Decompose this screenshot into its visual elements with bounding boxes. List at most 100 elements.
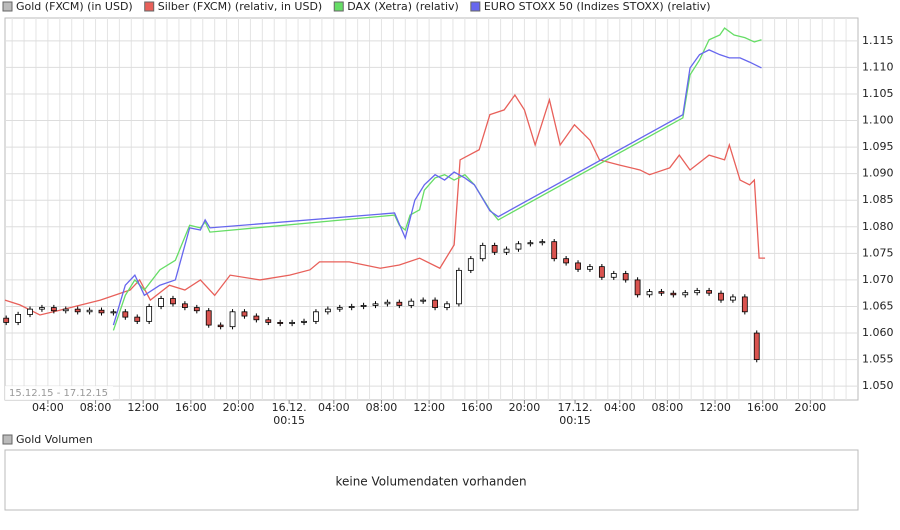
volume-panel	[4, 449, 859, 511]
candle-body	[74, 308, 81, 313]
x-tick-label: 12:00	[413, 401, 445, 414]
candle-body	[170, 298, 176, 305]
volume-title: Gold Volumen	[16, 433, 93, 446]
y-tick-label: 1.115	[862, 34, 894, 47]
candle-body	[384, 301, 391, 305]
line-series	[4, 93, 766, 316]
plot-area	[4, 17, 859, 401]
candle-body	[86, 309, 93, 313]
marks	[3, 27, 766, 363]
candle-body	[670, 292, 677, 296]
candle-body	[706, 290, 712, 294]
x-tick-label: 08:00	[652, 401, 684, 414]
y-tick-label: 1.085	[862, 193, 894, 206]
candle-body	[289, 322, 296, 324]
candle-body	[348, 306, 355, 308]
candle-body	[634, 279, 641, 296]
candle-body	[265, 319, 272, 323]
candle-body	[241, 311, 248, 317]
candle-body	[277, 322, 284, 324]
x-tick-label: 20:00	[794, 401, 826, 414]
candle-body	[27, 308, 33, 315]
x-tick-label: 08:00	[366, 401, 398, 414]
y-tick-label: 1.080	[862, 220, 894, 233]
y-tick-label: 1.050	[862, 379, 894, 392]
candle-body	[610, 273, 617, 278]
x-tick-label: 20:00	[223, 401, 255, 414]
candle-body	[39, 307, 45, 310]
y-tick-label: 1.075	[862, 246, 894, 259]
candle-body	[467, 258, 474, 271]
candle-body	[336, 307, 343, 310]
candle-body	[598, 266, 605, 278]
candle-body	[658, 291, 665, 294]
candle-body	[158, 298, 164, 307]
candle-body	[503, 248, 510, 253]
candle-body	[682, 292, 689, 296]
candle-body	[313, 311, 319, 322]
candle-body	[587, 266, 593, 270]
date-range: 15.12.15 - 17.12.15	[9, 388, 108, 399]
legend: Gold (FXCM) (in USD) Silber (FXCM) (relat…	[2, 0, 711, 13]
candle-body	[551, 241, 558, 260]
candle-body	[408, 300, 415, 306]
legend-label: DAX (Xetra) (relativ)	[347, 0, 459, 13]
candle-body	[515, 243, 522, 250]
candle-body	[396, 301, 403, 306]
candle-body	[479, 244, 486, 260]
candle-body	[730, 296, 736, 301]
candle-body	[491, 244, 498, 253]
candle-body	[741, 296, 748, 313]
candle-body	[753, 332, 760, 361]
x-tick-label: 12:00	[127, 401, 159, 414]
legend-swatch	[2, 1, 13, 12]
candle-body	[527, 242, 534, 245]
y-tick-label: 1.060	[862, 326, 894, 339]
grid: 1.050 1.055 1.060 1.065 1.070 1.075 1.080 1.085…	[5, 18, 894, 427]
candle-body	[62, 308, 69, 312]
candle-body	[217, 324, 224, 328]
legend-label: Gold (FXCM) (in USD)	[16, 0, 133, 13]
candle-body	[98, 309, 105, 314]
line-series	[112, 49, 762, 326]
volume-message: keine Volumendaten vorhanden	[335, 475, 526, 489]
candle-body	[694, 290, 701, 294]
x-tick-label: 17.12. 00:15	[558, 401, 593, 427]
y-tick-label: 1.110	[862, 60, 894, 73]
candle-body	[539, 241, 546, 244]
candle-body	[575, 262, 581, 270]
x-tick-label: 16:00	[461, 401, 493, 414]
x-tick-label: 04:00	[318, 401, 350, 414]
date-range-bg	[5, 386, 113, 400]
candle-body	[3, 317, 10, 323]
x-tick-label: 16.12. 00:15	[272, 401, 307, 427]
legend-swatch	[333, 1, 344, 12]
line-series	[112, 27, 762, 331]
x-tick-label: 04:00	[32, 401, 64, 414]
y-tick-label: 1.055	[862, 353, 894, 366]
candle-body	[15, 314, 22, 323]
candle-body	[444, 303, 450, 308]
legend-label: Silber (FXCM) (relativ, in USD)	[158, 0, 323, 13]
legend-swatch	[470, 1, 481, 12]
candle-body	[622, 273, 629, 281]
x-tick-label: 04:00	[604, 401, 636, 414]
candle-body	[193, 307, 200, 312]
candle-body	[563, 258, 570, 264]
y-tick-label: 1.070	[862, 273, 894, 286]
candle-body	[360, 305, 367, 307]
y-tick-label: 1.095	[862, 140, 894, 153]
y-tick-label: 1.105	[862, 87, 894, 100]
legend-label: EURO STOXX 50 (Indizes STOXX) (relativ)	[484, 0, 711, 13]
candle-body	[432, 299, 438, 308]
y-tick-label: 1.090	[862, 167, 894, 180]
candle-body	[456, 269, 462, 305]
candle-body	[122, 311, 129, 318]
y-tick-label: 1.065	[862, 299, 894, 312]
x-tick-label: 12:00	[699, 401, 731, 414]
candle-body	[181, 303, 188, 308]
candle-body	[324, 308, 331, 313]
candle-body	[229, 311, 236, 328]
candle-body	[420, 299, 427, 302]
